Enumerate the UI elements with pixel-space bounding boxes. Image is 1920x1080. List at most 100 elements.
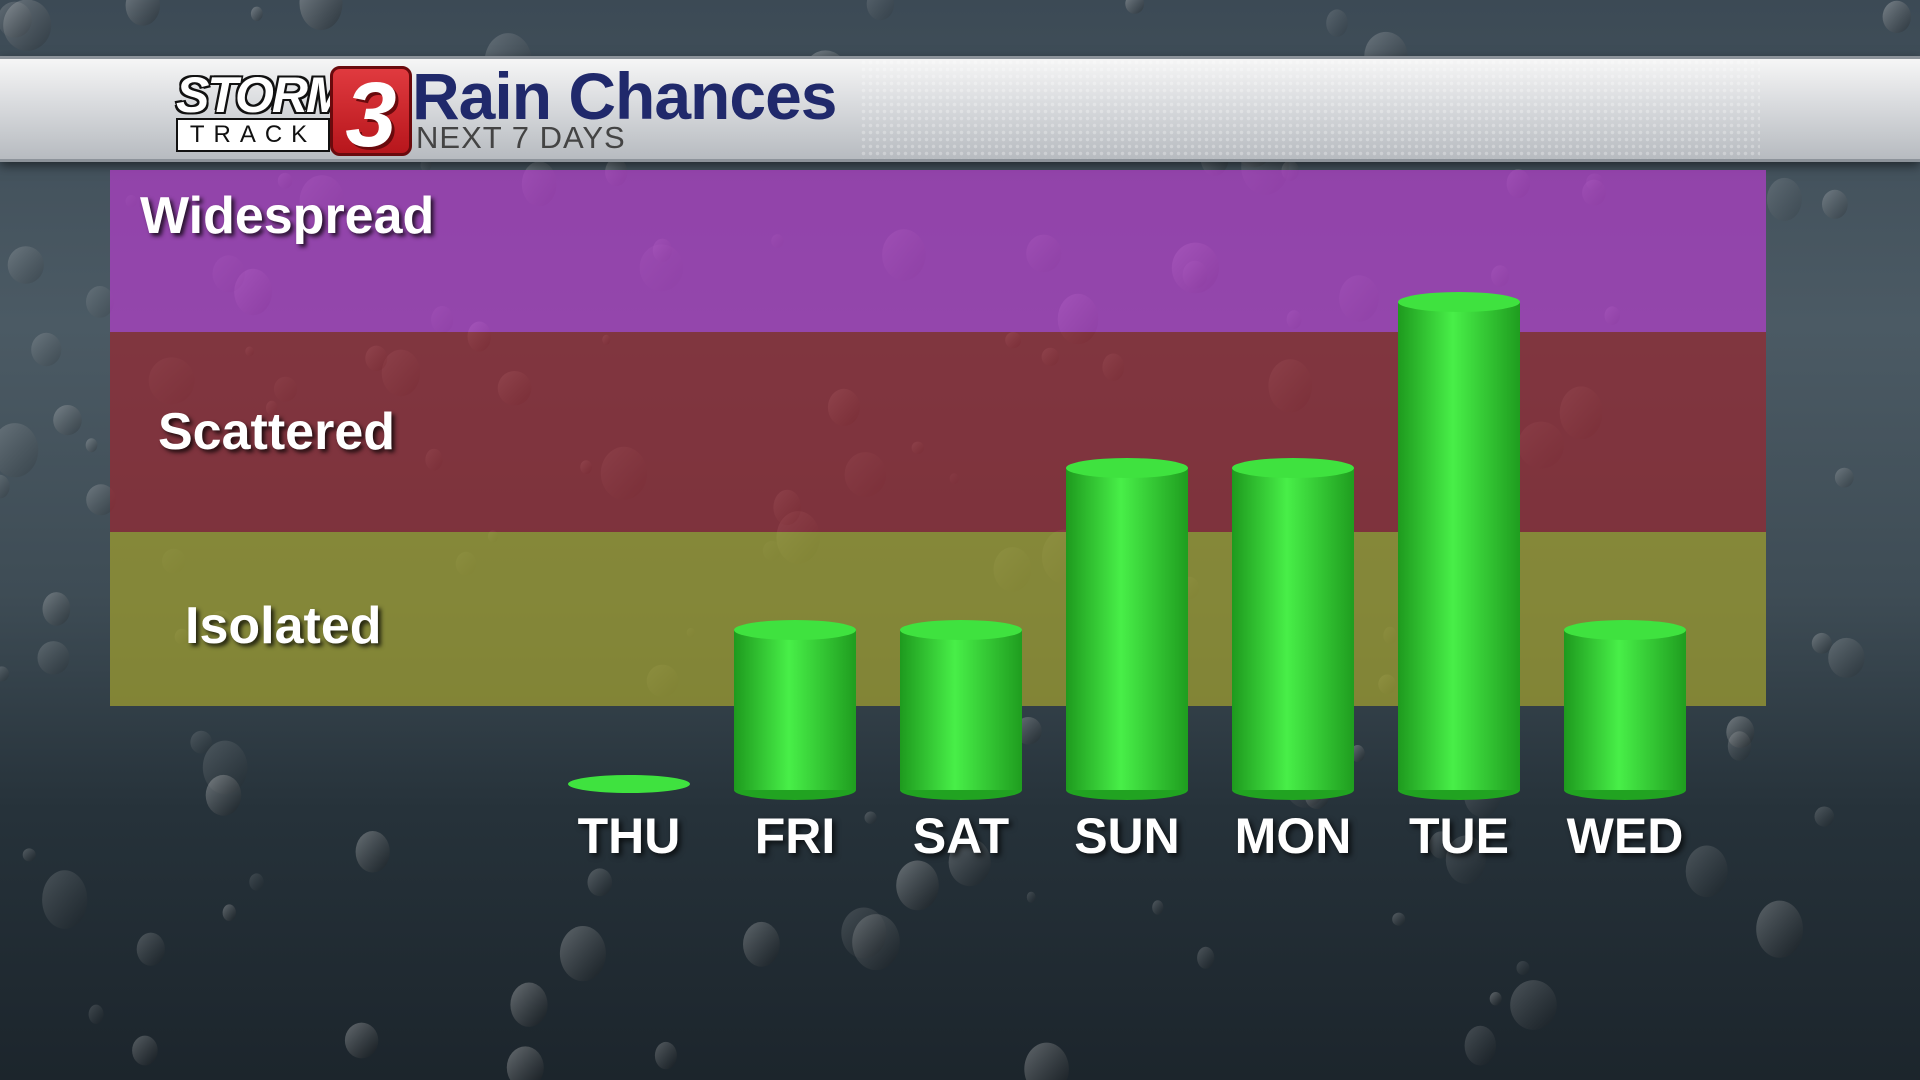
- rain-drop: [22, 848, 36, 862]
- day-label-sat: SAT: [913, 808, 1009, 864]
- rain-drop: [205, 774, 242, 816]
- rain-drop: [85, 438, 98, 453]
- rain-drop: [1882, 0, 1912, 33]
- rain-drop: [1125, 0, 1145, 14]
- rain-drop: [344, 1022, 379, 1059]
- rain-drop: [355, 831, 390, 873]
- rain-drop: [299, 0, 343, 31]
- rain-drop: [1026, 891, 1036, 903]
- bar-body: [1398, 302, 1520, 790]
- day-label-wed: WED: [1567, 808, 1684, 864]
- rain-drop: [420, 159, 432, 172]
- rain-drop: [1350, 745, 1365, 762]
- rain-drop: [948, 838, 991, 887]
- rain-drop: [1727, 731, 1752, 761]
- rain-drop: [1464, 1025, 1497, 1066]
- rain-drop: [841, 907, 887, 959]
- rain-drop: [864, 811, 877, 824]
- logo-number-badge: 3: [330, 64, 412, 166]
- logo-number: 3: [345, 64, 397, 166]
- bar-cap: [568, 775, 690, 793]
- rain-drop: [1822, 189, 1848, 219]
- rain-drop: [132, 1035, 158, 1066]
- bar-cap: [900, 620, 1022, 640]
- level-label-isolated: Isolated: [185, 597, 382, 655]
- rain-drop: [1326, 9, 1348, 37]
- rain-drop: [42, 870, 88, 929]
- day-label-fri: FRI: [755, 808, 836, 864]
- rain-drop: [0, 666, 9, 682]
- rain-drop: [1685, 845, 1728, 898]
- day-label-mon: MON: [1235, 808, 1352, 864]
- level-label-widespread: Widespread: [140, 187, 435, 245]
- chart-subtitle: NEXT 7 DAYS: [416, 120, 626, 155]
- rain-drop: [1814, 806, 1835, 827]
- rain-drop: [250, 6, 263, 21]
- rain-drop: [190, 730, 212, 754]
- bar-sat: [900, 620, 1022, 800]
- bar-mon: [1232, 458, 1354, 800]
- rain-drop: [1766, 177, 1802, 221]
- bar-cap: [1232, 458, 1354, 478]
- rain-drop: [37, 641, 70, 675]
- rain-drop: [86, 286, 114, 318]
- rain-drop: [1828, 637, 1865, 678]
- rain-drop: [1489, 992, 1502, 1006]
- rain-drop: [0, 474, 10, 499]
- rain-drop: [31, 332, 62, 367]
- bar-body: [1232, 468, 1354, 790]
- rain-drop: [587, 868, 613, 897]
- rain-drop: [1510, 980, 1557, 1030]
- rain-drop: [136, 932, 165, 966]
- rain-drop: [1024, 1042, 1069, 1080]
- bar-cap: [1564, 620, 1686, 640]
- rain-drop: [743, 921, 780, 967]
- level-label-scattered: Scattered: [158, 403, 395, 461]
- rain-drop: [1811, 632, 1832, 654]
- rain-drop: [53, 405, 82, 436]
- rain-drop: [896, 860, 939, 911]
- chart-title: Rain Chances: [412, 59, 837, 133]
- rain-drop: [86, 484, 116, 516]
- rain-drop: [654, 1041, 677, 1070]
- rain-drop: [0, 423, 39, 478]
- rain-drop: [1445, 835, 1486, 884]
- day-label-sun: SUN: [1074, 808, 1180, 864]
- rain-drop: [125, 0, 160, 26]
- bar-sun: [1066, 458, 1188, 800]
- rain-drop: [249, 873, 264, 891]
- rain-drop: [506, 1046, 544, 1080]
- bar-body: [900, 630, 1022, 790]
- bar-body: [1564, 630, 1686, 790]
- logo-storm-text: STORM: [176, 67, 348, 123]
- rain-drop: [1834, 467, 1854, 488]
- bar-cap: [734, 620, 856, 640]
- station-logo: STORM TRACK 3: [172, 64, 412, 166]
- rain-drop: [1516, 961, 1530, 975]
- bar-wed: [1564, 620, 1686, 800]
- rain-drop: [42, 592, 71, 626]
- rain-drop: [559, 926, 606, 982]
- bar-body: [734, 630, 856, 790]
- day-label-thu: THU: [578, 808, 681, 864]
- rain-drop: [866, 0, 895, 21]
- bar-cap: [1398, 292, 1520, 312]
- bar-tue: [1398, 292, 1520, 800]
- rain-drop: [88, 1004, 104, 1024]
- bar-cap: [1066, 458, 1188, 478]
- header-texture: [860, 59, 1760, 159]
- rain-drop: [7, 246, 44, 284]
- rain-drop: [510, 982, 548, 1027]
- logo-track-text: TRACK: [176, 118, 330, 152]
- day-label-tue: TUE: [1409, 808, 1509, 864]
- rain-drop: [222, 904, 236, 921]
- bar-thu: [568, 775, 690, 793]
- rain-drop: [3, 0, 52, 51]
- bar-body: [1066, 468, 1188, 790]
- bar-fri: [734, 620, 856, 800]
- rain-drop: [1392, 912, 1406, 926]
- rain-drop: [1152, 900, 1164, 915]
- rain-drop: [1197, 946, 1215, 969]
- rain-drop: [1756, 900, 1803, 958]
